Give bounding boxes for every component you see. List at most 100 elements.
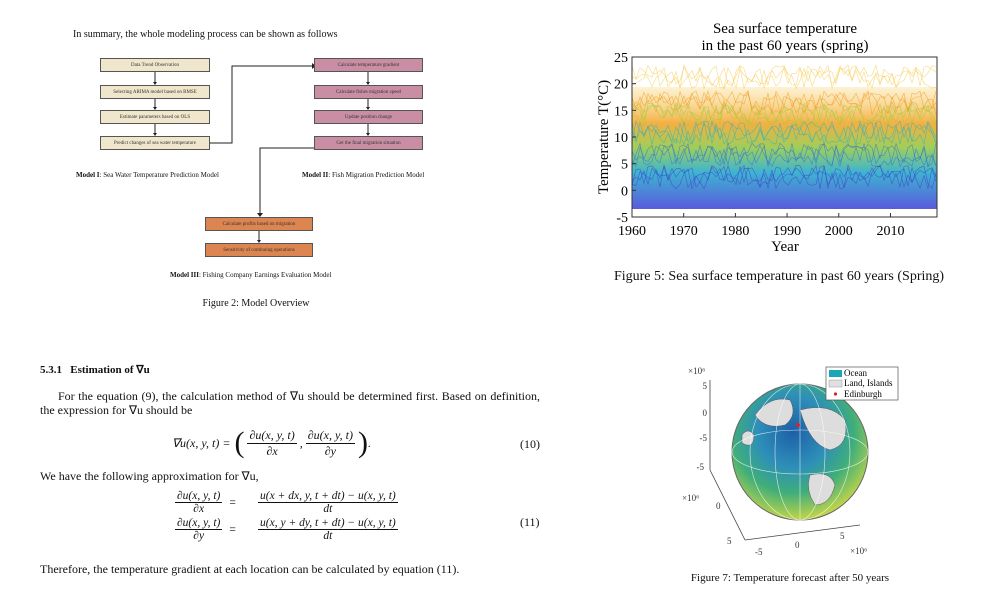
- model1-name: : Sea Water Temperature Prediction Model: [99, 171, 219, 179]
- process-box: Predict changes of sea water temperature: [100, 136, 210, 150]
- equation-row: ∂u(x, y, t) ∂x = u(x + dx, y, t + dt) − u(x…: [172, 490, 416, 515]
- figure5: Sea surface temperature in the past 60 y…: [596, 21, 938, 255]
- equation-number: (11): [520, 515, 540, 529]
- denominator: ∂x: [193, 503, 205, 515]
- temperature-line: [631, 120, 937, 146]
- process-box: Data Trend Observation: [100, 58, 210, 72]
- equation-10: ∇u(x, y, t) = ( ∂u(x, y, t) ∂x , ∂u(x, y,…: [172, 426, 371, 460]
- edinburgh-marker: [796, 423, 800, 427]
- tick-label: -5: [755, 547, 763, 557]
- numerator: ∂u(x, y, t): [305, 427, 355, 444]
- process-box: Estimate parameters based on OLS: [100, 110, 210, 124]
- model3-name: : Fishing Company Earnings Evaluation Mo…: [198, 271, 332, 279]
- denominator: ∂y: [324, 443, 336, 458]
- process-box: Calculate fishes migration speed: [314, 85, 423, 99]
- numerator: ∂u(x, y, t): [175, 517, 223, 530]
- fraction: u(x, y + dy, t + dt) − u(x, y, t) dt: [243, 517, 413, 542]
- numerator: ∂u(x, y, t): [175, 490, 223, 503]
- model2-name: : Fish Migration Prediction Model: [328, 171, 425, 179]
- paragraph: We have the following approximation for …: [40, 469, 259, 483]
- temperature-line: [631, 164, 937, 190]
- section-heading: 5.3.1 Estimation of ∇u: [40, 363, 150, 376]
- figure5-title-line: Sea surface temperature: [713, 21, 857, 37]
- process-box: Selecting ARIMA model based on RMSE: [100, 85, 210, 99]
- axis-exponent: ×10⁶: [850, 546, 867, 556]
- x-axis-label: Year: [771, 239, 799, 255]
- denominator: ∂y: [193, 530, 205, 542]
- temperature-line: [631, 64, 937, 89]
- section-number: 5.3.1: [40, 364, 62, 376]
- temperature-line: [631, 166, 937, 190]
- fraction: ∂u(x, y, t) ∂x: [247, 427, 297, 459]
- temperature-line: [631, 102, 937, 128]
- x-tick-label: 1970: [670, 224, 698, 239]
- graticule: [731, 383, 869, 521]
- tick-label: 5: [703, 381, 708, 391]
- section-title: Estimation of ∇u: [70, 364, 150, 376]
- temperature-line: [631, 142, 937, 168]
- axis-exponent: ×10⁶: [688, 366, 705, 376]
- temperature-line: [631, 102, 937, 127]
- eq-lhs: ∇u(x, y, t) =: [172, 435, 231, 450]
- legend-swatch: [833, 392, 838, 396]
- equals: =: [229, 523, 236, 536]
- numerator: u(x + dx, y, t + dt) − u(x, y, t): [258, 490, 398, 503]
- axis-exponent: ×10⁶: [682, 493, 699, 503]
- tick-label: 0: [795, 540, 800, 550]
- fraction: ∂u(x, y, t) ∂x: [175, 490, 223, 515]
- paragraph: Therefore, the temperature gradient at e…: [40, 562, 460, 576]
- figure7-caption: Figure 7: Temperature forecast after 50 …: [690, 572, 890, 584]
- figure2-caption: Figure 2: Model Overview: [202, 298, 310, 309]
- denominator: ∂x: [266, 443, 278, 458]
- process-box: Get the final migration situation: [314, 136, 423, 150]
- y-tick-label: 20: [614, 78, 628, 93]
- figure5-title-line: in the past 60 years (spring): [701, 38, 868, 54]
- model3-prefix: Model III: [170, 271, 199, 279]
- eq-paren: ): [357, 426, 368, 459]
- model2-prefix: Model II: [302, 171, 329, 179]
- tick-label: 5: [840, 531, 845, 541]
- numerator: ∂u(x, y, t): [247, 427, 297, 444]
- temperature-line: [631, 90, 937, 116]
- temperature-lines: [631, 64, 937, 209]
- figure5-caption: Figure 5: Sea surface temperature in pas…: [613, 269, 945, 284]
- y-axis-label: Temperature T(°C): [596, 80, 612, 194]
- tick-label: 5: [727, 536, 732, 546]
- x-tick-label: 1980: [721, 224, 749, 239]
- eq-end: .: [367, 435, 371, 450]
- eq-paren: (: [234, 426, 245, 459]
- tick-label: -5: [697, 462, 705, 472]
- process-box: Sensitivity of continuing operations: [205, 243, 313, 257]
- legend-label: Ocean: [844, 368, 867, 378]
- flow-arrows: [153, 63, 370, 243]
- tick-label: 0: [703, 408, 708, 418]
- y-tick-label: 15: [614, 104, 628, 119]
- model3-label: Model III: Fishing Company Earnings Eval…: [170, 271, 331, 279]
- process-box: Update position change: [314, 110, 423, 124]
- tick-label: 0: [716, 501, 721, 511]
- equals: =: [229, 496, 236, 509]
- y-tick-label: -5: [616, 211, 628, 226]
- axis-box: [709, 380, 861, 541]
- y-tick-label: 5: [621, 158, 628, 173]
- x-tick-label: 1960: [618, 224, 646, 239]
- legend-label: Edinburgh: [844, 389, 882, 399]
- numerator: u(x, y + dy, t + dt) − u(x, y, t): [258, 517, 398, 530]
- denominator: dt: [323, 503, 333, 515]
- eq-separator: ,: [299, 435, 303, 450]
- equation-number: (10): [520, 437, 540, 451]
- y-tick-label: 25: [614, 51, 628, 66]
- tick-label: -5: [700, 433, 708, 443]
- model1-label: Model I: Sea Water Temperature Predictio…: [76, 171, 219, 179]
- temperature-line: [631, 102, 937, 128]
- paragraph: For the equation (9), the calculation me…: [40, 389, 540, 417]
- model2-label: Model II: Fish Migration Prediction Mode…: [302, 171, 424, 179]
- temperature-line: [631, 142, 937, 168]
- equation-row: ∂u(x, y, t) ∂y = u(x, y + dy, t + dt) − u(x…: [172, 517, 416, 542]
- fraction: ∂u(x, y, t) ∂y: [305, 427, 355, 459]
- land: [741, 398, 847, 506]
- denominator: dt: [323, 530, 333, 542]
- y-tick-label: 10: [614, 131, 628, 146]
- intro-text: In summary, the whole modeling process c…: [73, 29, 338, 40]
- model1-prefix: Model I: [76, 171, 100, 179]
